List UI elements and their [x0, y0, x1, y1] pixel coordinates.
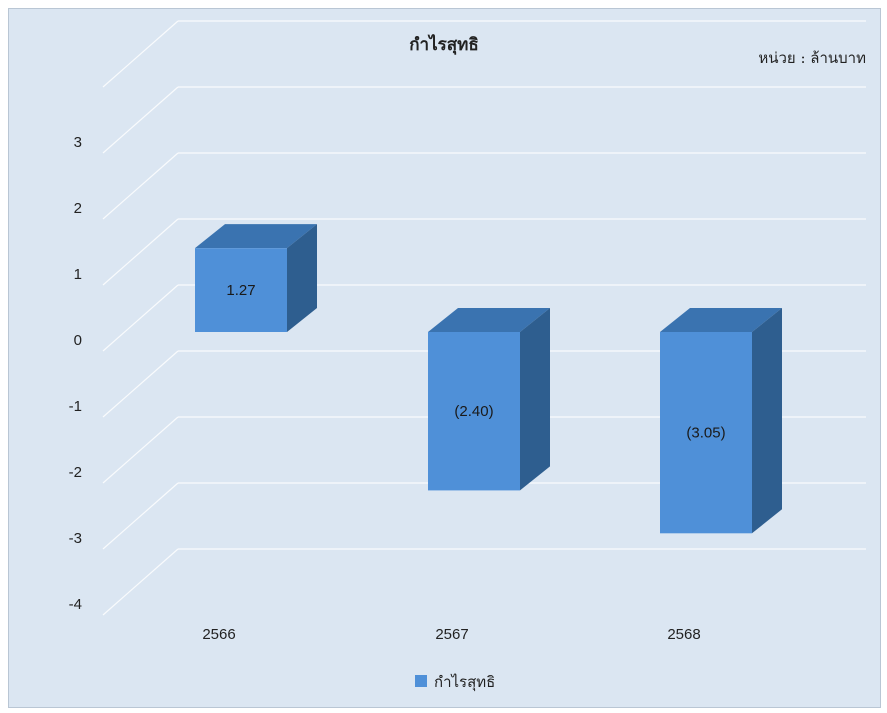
- bar-top-face: [428, 308, 550, 332]
- data-label: 1.27: [226, 282, 255, 299]
- unit-note: หน่วย : ล้านบาท: [758, 49, 866, 67]
- y-axis-ticks: 3 2 1 0 -1 -2 -3 -4: [69, 134, 82, 613]
- y-tick-label: 0: [74, 332, 82, 349]
- bar-2568: (3.05): [660, 308, 782, 534]
- y-tick-label: -2: [69, 464, 82, 481]
- data-label: (3.05): [686, 425, 725, 442]
- x-tick-label: 2567: [435, 626, 468, 643]
- bar-top-face: [660, 308, 782, 332]
- grid-diagonal: [102, 548, 179, 616]
- bar-front-face: [195, 248, 287, 332]
- chart-title: กำไรสุทธิ: [409, 34, 478, 55]
- grid-diagonal: [102, 416, 179, 484]
- bar-2566: 1.27: [195, 224, 317, 332]
- bar-side-face: [752, 308, 782, 534]
- legend-label: กำไรสุทธิ: [434, 673, 495, 692]
- y-tick-label: 3: [74, 134, 82, 151]
- grid-diagonal: [102, 482, 179, 550]
- bar-side-face: [520, 308, 550, 491]
- x-tick-label: 2566: [202, 626, 235, 643]
- y-tick-label: 2: [74, 200, 82, 217]
- x-tick-label: 2568: [667, 626, 700, 643]
- grid-diagonal: [102, 86, 179, 154]
- grid-diagonal: [102, 350, 179, 418]
- y-tick-label: -3: [69, 530, 82, 547]
- bar-top-face: [195, 224, 317, 249]
- y-tick-label: -4: [69, 596, 82, 613]
- y-tick-label: 1: [74, 266, 82, 283]
- bars: 1.27 (2.40) (3.05): [195, 224, 782, 534]
- bar-2567: (2.40): [428, 308, 550, 491]
- bar-side-face: [287, 224, 317, 332]
- grid-diagonal: [102, 20, 179, 88]
- bar-front-face: [428, 332, 520, 491]
- grid-diagonal: [102, 152, 179, 220]
- data-label: (2.40): [454, 403, 493, 420]
- bar-front-face: [660, 332, 752, 534]
- legend-swatch: [415, 675, 427, 687]
- grid-diagonal: [102, 284, 179, 352]
- x-axis-ticks: 2566 2567 2568: [202, 626, 700, 643]
- y-tick-label: -1: [69, 398, 82, 415]
- legend: กำไรสุทธิ: [415, 673, 495, 692]
- grid-diagonal: [102, 218, 179, 286]
